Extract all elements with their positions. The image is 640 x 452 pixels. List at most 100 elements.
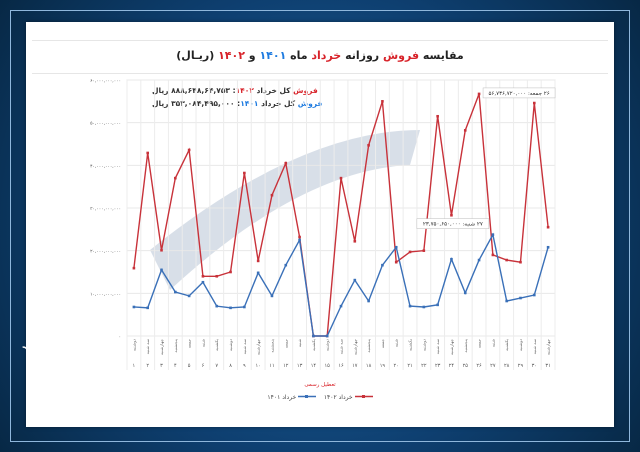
x-tick-weekday: سه شنبه [435, 339, 440, 355]
x-tick-day: ۲۵ [463, 363, 469, 369]
legend-item-1402: خرداد ۱۴۰۲ [324, 394, 373, 401]
summary-1402: فروش کل خرداد ۱۴۰۲: ۸۸۸,۶۴۸,۶۴,۷۵۳ ریال [152, 86, 318, 95]
data-point [187, 294, 191, 298]
data-point [546, 225, 550, 229]
x-tick-weekday: سه شنبه [145, 339, 150, 355]
holiday-note-text: تعطیل رسمی [304, 382, 336, 388]
data-point [477, 258, 481, 262]
x-tick-weekday: سه شنبه [339, 339, 344, 355]
data-point [270, 294, 274, 298]
x-tick-day: ۲۹ [518, 363, 524, 369]
data-point [463, 291, 467, 295]
data-point [215, 304, 219, 308]
x-tick-day: ۲۴ [449, 363, 455, 369]
x-tick-day: ۵ [188, 363, 191, 369]
data-point [353, 278, 357, 282]
data-point [256, 259, 260, 263]
title-part: فروش [382, 49, 420, 62]
x-tick-day: ۱۷ [352, 363, 358, 369]
x-tick-day: ۱۱ [269, 363, 274, 369]
data-point [160, 248, 163, 252]
data-point [450, 257, 453, 261]
x-tick-day: ۸ [229, 363, 232, 369]
data-label-box [482, 87, 556, 99]
data-point [436, 114, 439, 118]
title-part: ماه [286, 49, 312, 62]
data-point [505, 258, 508, 262]
x-tick-weekday: جمعه [283, 339, 288, 349]
y-tick-label: ۵۰,۰۰۰,۰۰۰,۰۰۰ [90, 122, 121, 127]
x-tick-day: ۲۶ [476, 363, 482, 369]
x-tick-day: ۲۷ [490, 363, 496, 369]
data-point [505, 299, 508, 303]
x-tick-weekday: سه شنبه [242, 339, 247, 355]
summary-year: ۱۴۰۱ [240, 99, 259, 108]
data-point [408, 304, 412, 308]
summary-label: کل خرداد [258, 99, 298, 108]
watermark-ribbon [150, 130, 420, 290]
data-point [132, 305, 136, 309]
x-tick-weekday: چهارشنبه [256, 339, 261, 356]
x-tick-day: ۱۴ [311, 363, 317, 369]
data-point [381, 100, 384, 103]
x-tick-weekday: شنبه [394, 339, 399, 348]
x-tick-day: ۱۵ [325, 363, 331, 369]
summary-word: فروش [293, 86, 318, 95]
data-point [284, 161, 288, 165]
data-point [201, 274, 205, 278]
data-point [436, 303, 439, 307]
frame-border [10, 10, 630, 442]
x-tick-day: ۱۲ [283, 363, 289, 369]
x-tick-weekday: جمعه [380, 339, 385, 349]
data-point [491, 253, 495, 257]
summary-label: کل خرداد [253, 86, 294, 95]
x-tick-day: ۳۱ [545, 363, 550, 369]
x-tick-day: ۲۸ [504, 363, 510, 369]
data-point [463, 129, 467, 132]
x-tick-day: ۱۹ [380, 363, 386, 369]
x-tick-day: ۲۱ [407, 363, 412, 369]
title-part: و [244, 49, 260, 62]
y-tick-label: ۴۰,۰۰۰,۰۰۰,۰۰۰ [90, 164, 121, 169]
x-tick-day: ۴ [174, 363, 177, 369]
data-label: ۲۶ جمعه: ۵۶,۷۳۶,۷۲۰,۰۰۰ [488, 91, 549, 97]
title-part: روزانه [341, 49, 383, 62]
legend-swatch-1402 [354, 395, 373, 398]
x-tick-day: ۳ [160, 363, 163, 369]
x-tick-weekday: دوشنبه [325, 339, 330, 351]
title-part: خرداد [311, 49, 342, 62]
y-tick-label: ۳۰,۰۰۰,۰۰۰,۰۰۰ [90, 206, 121, 212]
x-tick-day: ۱۸ [366, 363, 372, 369]
data-point [229, 270, 232, 274]
data-point [519, 260, 522, 264]
watermark [150, 130, 420, 290]
data-point [367, 143, 370, 147]
summary-word: فروش [297, 99, 323, 108]
data-point [174, 176, 177, 180]
x-tick-weekday: دوشنبه [228, 339, 233, 351]
data-point [353, 239, 357, 243]
legend-item-1401: خرداد ۱۴۰۱ [267, 394, 317, 401]
x-tick-day: ۱۳ [297, 363, 303, 369]
title-part: مقایسه [419, 49, 464, 62]
y-tick-label: ۱۰,۰۰۰,۰۰۰,۰۰۰ [90, 292, 121, 297]
data-point [450, 213, 453, 217]
data-point [298, 235, 301, 239]
x-tick-weekday: یکشنبه [504, 338, 509, 351]
x-tick-weekday: چهارشنبه [546, 339, 551, 356]
x-tick-weekday: دوشنبه [421, 339, 426, 351]
x-tick-weekday: شنبه [297, 339, 302, 348]
x-tick-weekday: یکشنبه [311, 338, 316, 351]
data-point [312, 334, 315, 338]
data-point [174, 290, 177, 294]
data-point [367, 299, 370, 303]
title-part: (ریـال) [176, 49, 219, 62]
x-tick-day: ۱۶ [338, 363, 344, 369]
data-point [532, 293, 536, 297]
data-point [160, 268, 163, 272]
x-tick-weekday: شنبه [490, 339, 495, 348]
data-point [381, 263, 384, 267]
x-tick-weekday: سه شنبه [532, 339, 537, 355]
summary-year: ۱۴۰۲ [235, 86, 254, 95]
